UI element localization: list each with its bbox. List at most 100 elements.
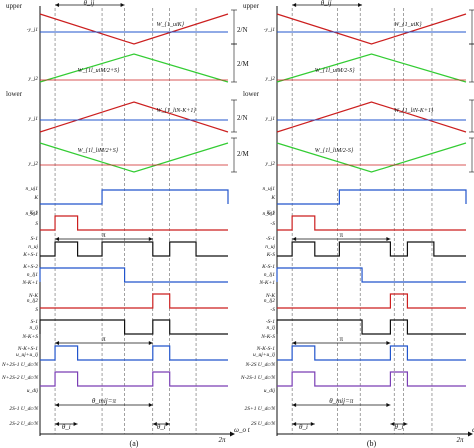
- waveform-row-1: [277, 215, 466, 231]
- waveform-row-0: [40, 189, 229, 205]
- theta-top-label: θ_ij: [83, 0, 94, 7]
- scale-label-2n: 2/N: [237, 114, 248, 122]
- theta-i-label: θ_i: [299, 423, 308, 431]
- theta-i-left-arrow-head-left: [292, 422, 297, 426]
- y-label: n_lj1: [27, 272, 39, 278]
- y-label: n_uj: [265, 244, 275, 250]
- waveform-row-3: [39, 267, 228, 283]
- y-label: y_j2: [28, 76, 39, 82]
- waveform-row-7: [277, 371, 466, 387]
- theta-i-left-arrow-head-right: [73, 422, 78, 426]
- y-label: 2S U_dc/N: [251, 421, 275, 427]
- y-label: K-1: [29, 210, 39, 216]
- theta-i-right-arrow-head-left: [152, 422, 157, 426]
- pi-arrow-2-head-left: [55, 341, 60, 345]
- pi-arrow-2-head-left: [292, 341, 297, 345]
- y-label: -y_j1: [264, 27, 276, 33]
- waveform-row-5: [39, 319, 228, 335]
- theta-top-arrow-head-left: [292, 3, 297, 7]
- y-label: N+2S-1 U_dc/N: [1, 362, 38, 368]
- upper-arm-label: upper: [6, 2, 23, 10]
- waveform-row-7: [40, 371, 228, 387]
- y-label: n_lj1: [264, 272, 276, 278]
- scale-label-2n: 2/N: [237, 26, 248, 34]
- y-label: u_uj+u_lj: [16, 352, 39, 358]
- y-label: n_lj2: [27, 298, 39, 304]
- y-label: N-2S U_dc/N: [245, 362, 276, 368]
- lower-mod-name: W_{1l_liM/2+S}: [78, 148, 119, 154]
- y-label: -S-1: [266, 319, 275, 325]
- upper-carrier-name: W_{1_uiK}: [394, 22, 422, 28]
- y-label: N-K+1: [258, 280, 275, 286]
- y-label: K-S: [266, 252, 276, 258]
- y-label: y_j2: [265, 76, 276, 82]
- y-label: K-S-1: [261, 264, 275, 270]
- waveform-row-6: [277, 345, 466, 361]
- y-label: N-K: [28, 293, 39, 299]
- scale-label-2m: 2/M: [237, 150, 249, 158]
- y-label: K: [33, 195, 38, 201]
- y-label: -y_j1: [27, 27, 39, 33]
- y-label: u_dij: [264, 388, 276, 394]
- pi-arrow-1-head-right: [386, 237, 391, 241]
- y-label: y_j1: [28, 116, 39, 122]
- pi-label: π: [339, 335, 343, 343]
- y-label: n_uj1: [25, 186, 38, 192]
- waveform-row-2: [277, 241, 466, 257]
- theta-m-label: θ_mij=π: [329, 397, 354, 405]
- theta-top-arrow-head-right: [358, 3, 363, 7]
- waveform-row-1: [40, 215, 228, 231]
- waveform-row-2: [40, 241, 228, 257]
- lower-mod-name: W_{1l_liM/2-S}: [315, 148, 354, 154]
- waveform-row-4: [40, 293, 228, 309]
- y-label: N-K-S: [260, 334, 275, 340]
- waveform-row-5: [276, 319, 466, 335]
- y-label: S-1: [31, 236, 39, 242]
- y-label: K+S-1: [22, 252, 38, 258]
- y-label: S: [35, 307, 38, 313]
- lower-arm-label: lower: [6, 90, 23, 98]
- theta-i-left-arrow-head-left: [55, 422, 60, 426]
- upper-arm-label: upper: [243, 2, 260, 10]
- lower-carrier-green: [276, 142, 467, 173]
- y-label: N-2S-1 U_dc/N: [240, 375, 275, 381]
- theta-m-arrow-head-right: [386, 403, 391, 407]
- y-label: n_lj: [29, 325, 38, 331]
- upper-carrier-green: [39, 53, 229, 83]
- theta-i-right-arrow-head-right: [403, 422, 408, 426]
- theta-m-arrow-head-left: [292, 403, 297, 407]
- x-axis-arrow: [468, 431, 473, 437]
- pi-label: π: [102, 231, 106, 239]
- y-label: u_dij: [27, 388, 39, 394]
- theta-top-arrow-head-right: [120, 3, 125, 7]
- theta-i-right-arrow-head-right: [165, 422, 170, 426]
- x-axis-arrow: [230, 431, 235, 437]
- theta-i-label: θ_i: [62, 423, 71, 431]
- y-label: K: [270, 195, 275, 201]
- theta-i-left-arrow-head-right: [310, 422, 315, 426]
- y-label: 2S+1 U_dc/N: [245, 406, 276, 412]
- theta-i-label: θ_i: [157, 423, 166, 431]
- y-label: y_j2: [265, 161, 276, 167]
- upper-carrier-name: W_{1_uiK}: [157, 22, 185, 28]
- y-label: y_j1: [265, 116, 276, 122]
- lower-carrier-red: [276, 101, 467, 133]
- y-label: N-K+S-1: [17, 346, 38, 352]
- pi-arrow-2-head-right: [386, 341, 391, 345]
- y-label: n_uj2: [25, 211, 38, 217]
- y-label: N-K+S: [21, 334, 38, 340]
- theta-m-label: θ_mij=π: [92, 397, 117, 405]
- axis-end-label: ω_o t: [472, 426, 474, 434]
- y-label: n_lj2: [264, 298, 276, 304]
- upper-mod-name: W_{1l_uiM/2+S}: [78, 68, 120, 74]
- axis-end-label: ω_o t: [234, 426, 251, 434]
- scale-label-2m: 2/M: [237, 60, 249, 68]
- theta-m-arrow-head-left: [55, 403, 60, 407]
- y-label: n_lj: [266, 325, 275, 331]
- pi-arrow-2-head-right: [148, 341, 153, 345]
- y-label: u_uj+u_lj: [253, 352, 276, 358]
- panel-tag: (b): [367, 439, 377, 448]
- upper-carrier-red: [276, 13, 467, 45]
- y-label: 2S-2 U_dc/N: [9, 421, 38, 427]
